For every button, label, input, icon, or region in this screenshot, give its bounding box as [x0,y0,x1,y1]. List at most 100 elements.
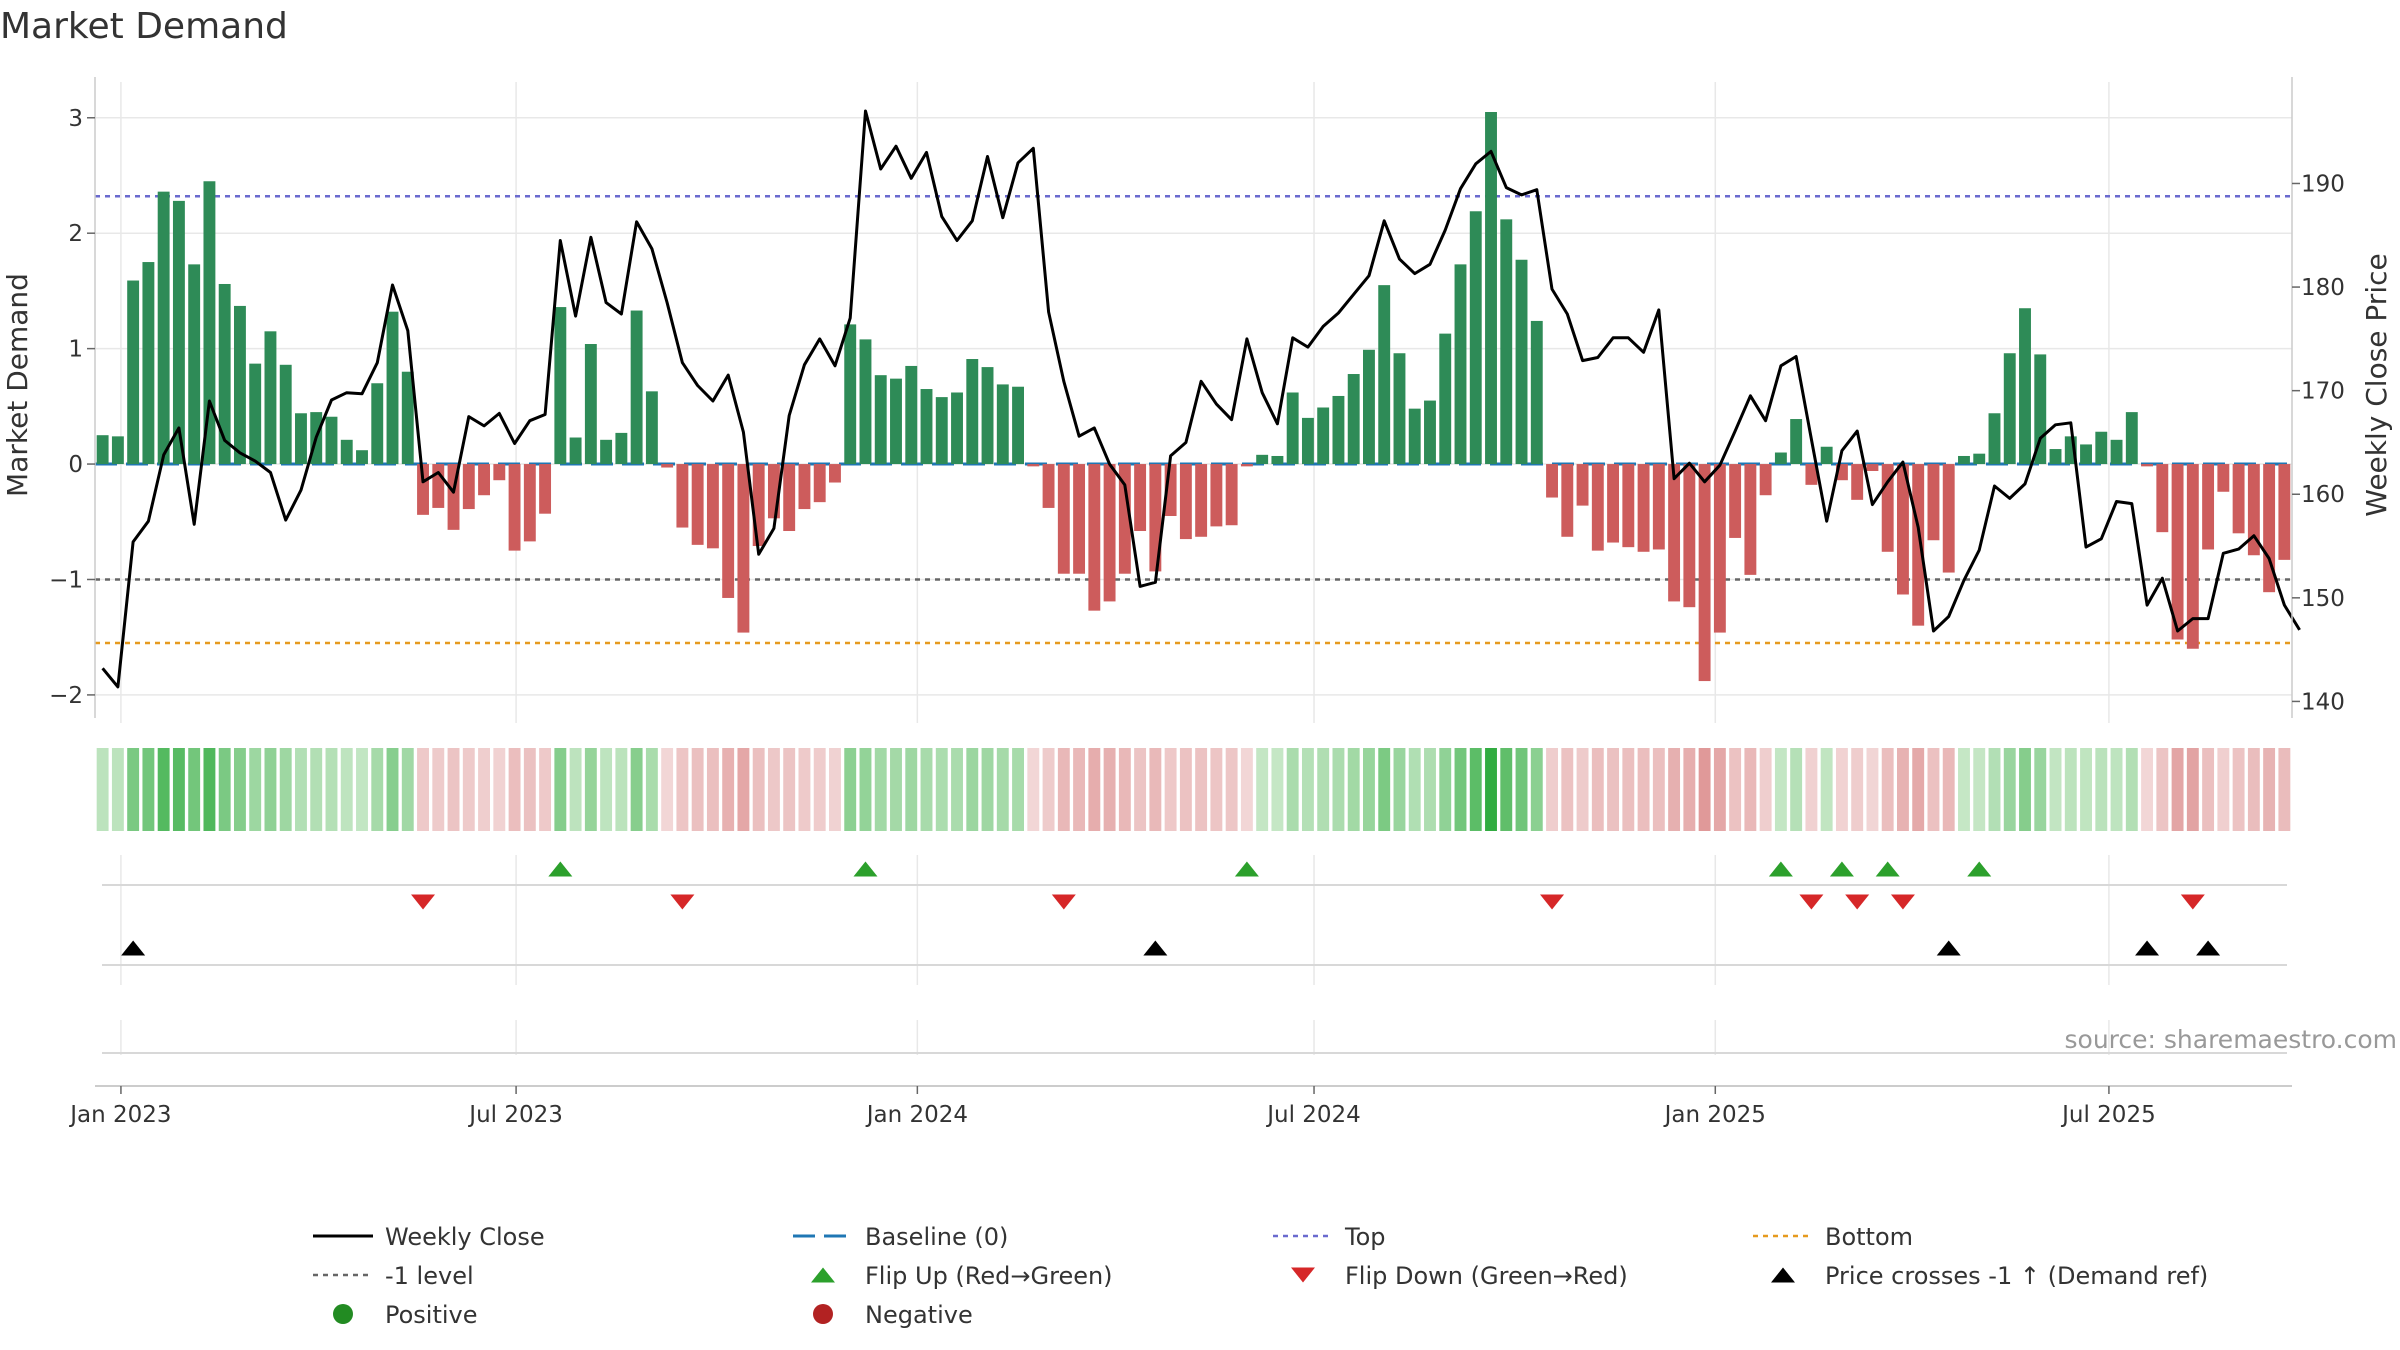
demand-bar-negative [462,464,475,510]
demand-bar-negative [2171,464,2184,640]
demand-bar-negative [2217,464,2230,492]
heat-strip-cell [111,748,124,831]
demand-bar-negative [1912,464,1925,626]
heat-strip-cell [1637,748,1650,831]
legend-label: -1 level [385,1262,474,1290]
demand-bar-negative [1759,464,1772,496]
heat-strip-cell [874,748,887,831]
demand-bar-negative [1240,464,1253,467]
demand-bar-positive [1378,285,1391,465]
demand-bar-positive [188,264,201,465]
heat-strip-cell [691,748,704,831]
legend-entry-flip-down: Flip Down (Green→Red) [1291,1262,1628,1290]
heat-strip-cell [1301,748,1314,831]
demand-bar-positive [279,364,292,465]
heat-strip-cell [752,748,765,831]
y-left-tick-label: 0 [68,452,83,478]
heat-strip-cell [890,748,902,831]
demand-bar-negative [1225,464,1238,526]
demand-bar-negative [1896,464,1909,595]
demand-heat-strip [96,748,2291,831]
demand-bar-positive [645,391,658,465]
heat-strip-cell [279,748,292,831]
demand-bar-positive [2110,439,2123,465]
flip-down-marker [670,894,695,910]
x-tick-label: Jul 2025 [2060,1102,2156,1128]
demand-bar-positive [1500,219,1513,465]
demand-bar-negative [1744,464,1757,575]
y-left-tick-label: −2 [49,683,83,709]
demand-bar-negative [1683,464,1696,608]
heat-strip-cell [798,748,811,831]
y-right-tick-label: 170 [2301,379,2345,405]
legend-entry-top: Top [1273,1223,1386,1251]
heat-strip-cell [1561,748,1574,831]
demand-bar-positive [935,397,948,465]
legend-label: Flip Down (Green→Red) [1345,1262,1628,1290]
heat-strip-cell [1835,748,1848,831]
flip-down-marker [1799,894,1824,910]
heat-strip-cell [722,748,735,831]
heat-strip-cell [96,748,109,831]
heat-strip-cell [1744,748,1757,831]
heat-strip-cell [1774,748,1787,831]
demand-bar-positive [203,181,216,465]
heat-strip-cell [1271,748,1284,831]
heat-strip-cell [508,748,521,831]
heat-strip-cell [1820,748,1833,831]
heat-strip-cell [401,748,414,831]
legend-swatch-dot [333,1304,353,1324]
flip-down-marker [1051,894,1076,910]
demand-bar-positive [1408,408,1421,465]
demand-bar-positive [218,283,231,465]
flip-up-marker [1829,861,1854,877]
heat-strip-cell [1164,748,1177,831]
flip-up-marker [1875,861,1900,877]
demand-bar-positive [981,367,994,465]
heat-strip-cell [1012,748,1024,831]
heat-strip-cell [2171,748,2184,831]
legend-entry-weekly-close: Weekly Close [313,1223,545,1251]
y-right-tick-label: 180 [2301,275,2345,301]
heat-strip-cell [1454,748,1467,831]
demand-bar-negative [1942,464,1955,573]
heat-strip-cell [676,748,689,831]
heat-strip-cell [859,748,872,831]
y-right-tick-label: 150 [2301,586,2345,612]
heat-strip-cell [1851,748,1864,831]
legend-entry-price-cross: Price crosses -1 ↑ (Demand ref) [1771,1262,2208,1290]
demand-bar-positive [325,416,338,465]
demand-bar-negative [1866,464,1879,471]
demand-bar-positive [584,344,597,465]
heat-strip-cell [2247,748,2260,831]
demand-bar-positive [172,200,185,465]
demand-bar-positive [249,363,262,465]
demand-bar-negative [1713,464,1726,633]
heat-strip-cell [493,748,506,831]
heat-strip-cell [813,748,826,831]
heat-strip-cell [188,748,201,831]
heat-strip-cell [615,748,628,831]
heat-strip-cell [1713,748,1726,831]
heat-strip-cell [2141,748,2154,831]
heat-strip-cell [1652,748,1665,831]
demand-bar-negative [661,464,674,468]
heat-strip-cell [2110,748,2123,831]
heat-strip-cell [783,748,796,831]
heat-strip-cell [1927,748,1940,831]
heat-strip-cell [1332,748,1345,831]
demand-bar-positive [2064,436,2077,465]
demand-bar-positive [1317,407,1330,465]
demand-bar-positive [1469,211,1482,465]
chart-title: Market Demand [0,6,288,47]
legend-swatch-triangle [1771,1267,1795,1283]
heat-strip-cell [1286,748,1299,831]
heat-strip-cell [844,748,857,831]
demand-bar-positive [1393,353,1406,465]
price-cross-marker [1936,940,1961,956]
heat-strip-cell [1866,748,1879,831]
x-tick-label: Jan 2023 [68,1102,171,1128]
flip-down-marker [411,894,436,910]
demand-bar-negative [1118,464,1131,574]
demand-bar-negative [523,464,536,542]
